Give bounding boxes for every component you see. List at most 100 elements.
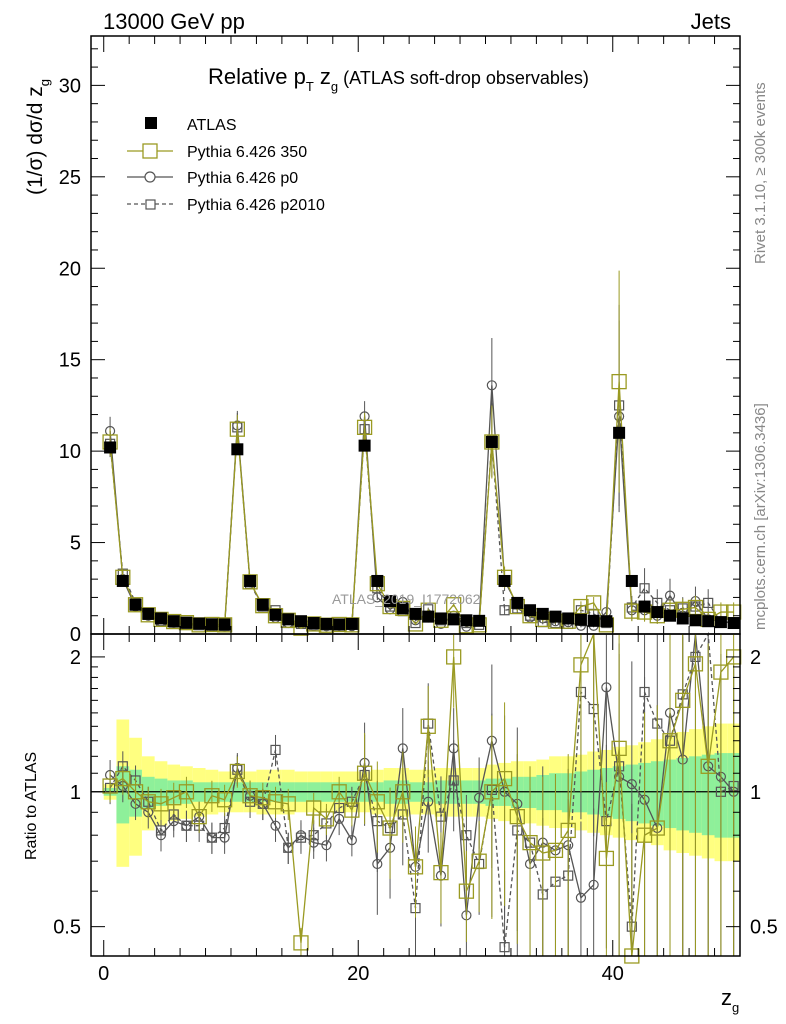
ratio-point-0-3	[140, 794, 156, 810]
main-point-atlas-43	[651, 606, 664, 619]
x-tick-label-1: 20	[347, 963, 369, 985]
main-point-atlas-48	[714, 616, 727, 629]
main-point-atlas-0	[104, 441, 117, 454]
ratio-point-0-44	[662, 733, 678, 749]
main-point-atlas-14	[282, 613, 295, 626]
ratio-point-0-31	[496, 770, 513, 787]
ratio-point-0-46	[687, 656, 704, 672]
ratio-point-0-8	[204, 788, 220, 804]
main-point-2-21	[372, 592, 383, 603]
main-point-atlas-30	[485, 435, 498, 448]
main-ytick-label-0: 0	[70, 624, 81, 646]
ratio-point-0-30	[484, 784, 500, 800]
main-point-atlas-18	[333, 618, 346, 631]
ratio-point-0-32	[509, 809, 525, 825]
ratio-point-1-41	[626, 779, 637, 790]
ratio-series-0	[102, 633, 742, 964]
main-point-atlas-20	[358, 439, 371, 452]
rivet-version-label: Rivet 3.1.10, ≥ 300k events	[752, 82, 769, 264]
main-point-3-42	[639, 583, 650, 594]
main-point-atlas-42	[638, 600, 651, 613]
ratio-point-0-35	[547, 842, 564, 859]
main-point-atlas-17	[320, 617, 333, 630]
main-ytick-label-5: 25	[59, 167, 81, 189]
main-point-1-37	[573, 598, 589, 615]
main-point-atlas-36	[562, 612, 575, 625]
ratio-point-0-18	[331, 784, 347, 800]
main-panel-data	[102, 270, 742, 636]
ratio-point-0-36	[560, 822, 576, 839]
ratio-point-1-9	[219, 832, 230, 843]
ratio-y-axis-label: Ratio to ATLAS	[23, 752, 40, 860]
main-point-atlas-2	[129, 598, 142, 611]
ratio-point-0-19	[344, 802, 360, 818]
ratio-ytick-label-0: 0.5	[53, 917, 81, 939]
ratio-point-2-13	[270, 744, 281, 756]
ratio-panel-data	[91, 631, 742, 964]
category-label: Jets	[691, 9, 731, 34]
ratio-point-1-16	[308, 837, 319, 848]
ratio-point-0-28	[458, 883, 475, 899]
main-ytick-label-3: 15	[59, 350, 81, 372]
main-point-atlas-8	[205, 618, 218, 631]
main-point-1-27	[446, 597, 462, 613]
ratio-point-1-37	[575, 892, 587, 903]
main-ytick-label-2: 10	[59, 441, 81, 463]
ratio-point-0-24	[407, 859, 424, 875]
ratio-point-0-29	[471, 853, 487, 869]
main-point-atlas-49	[727, 617, 740, 630]
main-point-atlas-33	[524, 604, 537, 617]
ratio-point-1-15	[295, 830, 307, 841]
ratio-point-0-22	[382, 820, 398, 836]
ratio-point-0-4	[153, 796, 169, 812]
main-point-atlas-29	[473, 614, 486, 627]
main-point-atlas-23	[396, 602, 409, 615]
ratio-point-1-13	[270, 820, 281, 831]
energy-label: 13000 GeV pp	[103, 9, 245, 34]
main-point-atlas-15	[294, 615, 307, 628]
ratio-point-0-2	[127, 784, 144, 800]
ratio-point-1-19	[346, 835, 357, 846]
main-y-axis-label: (1/σ) dσ/d zg	[24, 79, 52, 195]
ratio-point-1-17	[321, 840, 332, 851]
main-axis-ticks: 0 5 10 15 20 25 30	[59, 36, 740, 646]
ratio-line-series-2	[109, 631, 734, 948]
ratio-point-0-17	[318, 811, 335, 827]
main-point-atlas-5	[167, 615, 180, 628]
ratio-point-0-20	[356, 765, 373, 781]
main-point-atlas-26	[434, 612, 447, 625]
main-point-1-11	[242, 574, 258, 590]
ratio-line-series-0	[109, 633, 735, 957]
ratio-ytick-label-right-2: 2	[750, 647, 761, 669]
main-point-atlas-13	[269, 608, 282, 621]
main-point-atlas-16	[307, 617, 320, 630]
main-ytick-label-1: 5	[70, 533, 81, 555]
main-point-atlas-12	[256, 598, 269, 611]
ratio-point-0-13	[267, 794, 284, 810]
main-point-atlas-40	[613, 426, 626, 439]
main-point-atlas-1	[116, 574, 129, 587]
ratio-point-0-48	[713, 664, 729, 680]
ratio-line-series-1	[109, 633, 735, 916]
legend-marker-pythia-350	[142, 143, 158, 159]
ratio-ytick-label-right-1: 1	[750, 782, 761, 804]
main-point-atlas-32	[511, 596, 524, 609]
ratio-point-0-5	[166, 790, 182, 806]
main-point-atlas-25	[422, 610, 435, 623]
ratio-point-0-45	[675, 692, 691, 708]
main-point-atlas-21	[371, 574, 384, 587]
main-point-atlas-35	[549, 610, 562, 623]
ratio-point-1-8	[206, 832, 217, 843]
ratio-ytick-label-2: 2	[70, 647, 81, 669]
main-point-1-40	[611, 373, 627, 390]
main-point-atlas-34	[536, 607, 549, 620]
ratio-point-0-23	[395, 784, 411, 800]
main-series-3	[104, 304, 739, 632]
main-point-atlas-39	[600, 615, 613, 628]
ratio-point-2-28	[461, 830, 472, 841]
main-point-atlas-45	[676, 612, 689, 625]
legend-label-pythia-p2010: Pythia 6.426 p2010	[187, 197, 325, 214]
ratio-point-0-16	[306, 800, 322, 816]
ratio-point-0-37	[573, 657, 589, 673]
